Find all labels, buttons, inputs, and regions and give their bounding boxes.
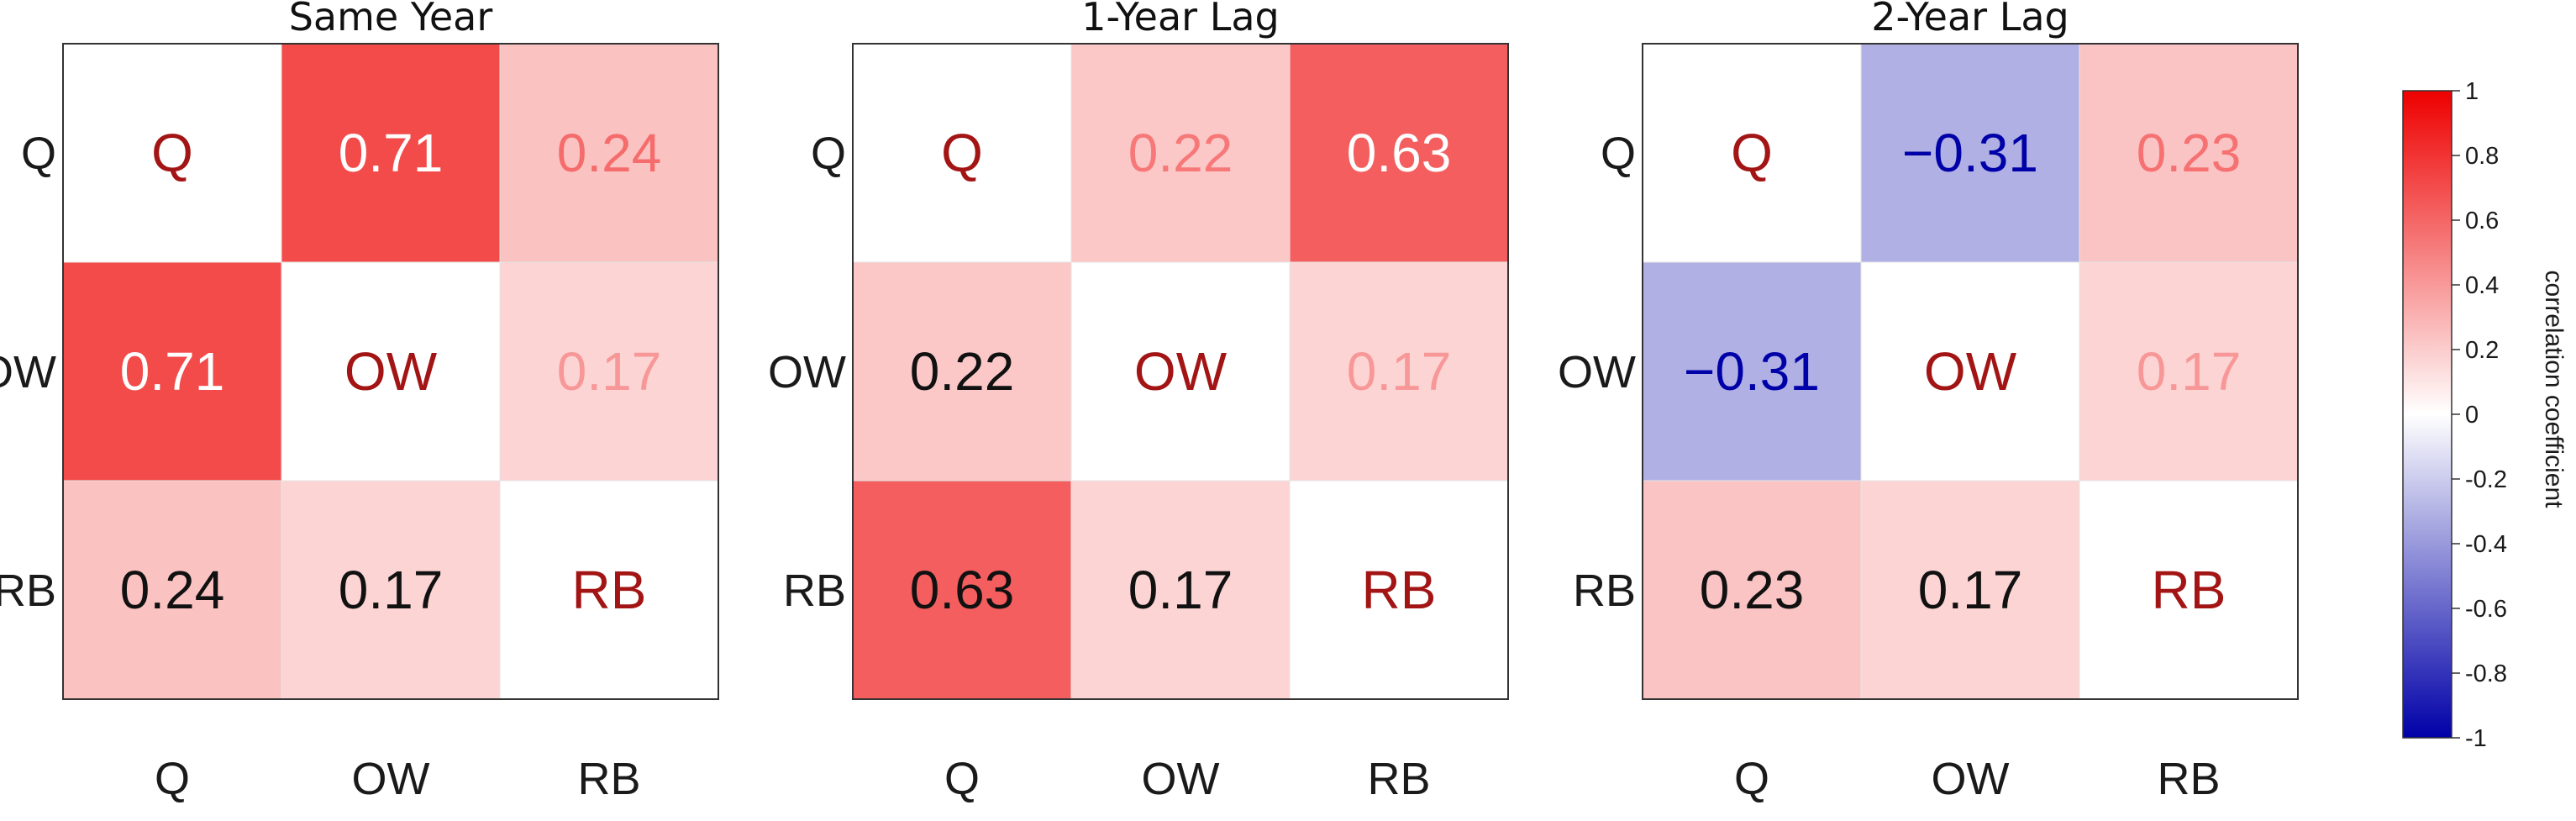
colorbar-tick-label: 0.6 (2465, 208, 2499, 234)
cell-value-label: RB (1362, 560, 1437, 620)
heatmap-cell (62, 43, 282, 263)
cell-value-label: 0.24 (120, 560, 225, 620)
heatmap-cell (852, 480, 1072, 700)
colorbar-tick-label: 0.8 (2465, 143, 2499, 170)
heatmap-panel-3: 2-Year Lag Q −0.31 0.23 −0.31 OW 0.17 0.23 0.17 R… (1558, 0, 2299, 804)
colorbar-label: correlation coefficient (2540, 271, 2568, 509)
heatmap-cell (1860, 43, 2080, 263)
heatmap-cell (1642, 480, 1862, 700)
cell-value-label: OW (1924, 341, 2017, 402)
heatmap-cell (1289, 480, 1509, 700)
heatmap-cell (1070, 480, 1291, 700)
column-label: Q (1734, 754, 1769, 804)
heatmap-cell (1070, 43, 1291, 263)
heatmap-cell (499, 261, 719, 482)
column-label: RB (2157, 754, 2220, 804)
heatmap-cell (1860, 480, 2080, 700)
column-label: RB (577, 754, 640, 804)
row-label: OW (768, 347, 846, 397)
cell-value-label: Q (151, 123, 193, 183)
cell-value-label: −0.31 (1902, 123, 2038, 183)
cell-value-label: OW (1134, 341, 1228, 402)
cell-value-label: 0.24 (557, 123, 662, 183)
cell-value-label: 0.71 (339, 123, 444, 183)
colorbar-tick-label: -1 (2465, 725, 2487, 752)
panel-title: 1-Year Lag (1081, 0, 1279, 39)
heatmap-cell (1289, 43, 1509, 263)
heatmap-cell (281, 261, 501, 482)
column-label: OW (1142, 754, 1220, 804)
row-label: RB (783, 566, 846, 616)
heatmap-cell (62, 261, 282, 482)
cell-value-label: 0.22 (1128, 123, 1233, 183)
heatmap-cell (281, 480, 501, 700)
colorbar-tick-label: 0.4 (2465, 272, 2499, 299)
heatmap-cell (62, 480, 282, 700)
heatmap-cell (1289, 261, 1509, 482)
cell-value-label: 0.17 (557, 341, 662, 402)
cell-value-label: 0.17 (2137, 341, 2242, 402)
cell-value-label: 0.23 (1700, 560, 1805, 620)
row-label: Q (21, 129, 56, 179)
heatmap-cell (1860, 261, 2080, 482)
cell-value-label: Q (1731, 123, 1773, 183)
cell-value-label: RB (572, 560, 647, 620)
column-label: OW (352, 754, 430, 804)
cell-value-label: 0.17 (1918, 560, 2023, 620)
cell-value-label: 0.63 (1347, 123, 1452, 183)
cell-value-label: OW (344, 341, 438, 402)
heatmap-frame (62, 43, 719, 700)
cell-value-label: 0.63 (910, 560, 1015, 620)
panel-title: 2-Year Lag (1871, 0, 2069, 39)
heatmap-frame (1642, 43, 2299, 700)
row-label: RB (1573, 566, 1636, 616)
heatmap-cell (1642, 43, 1862, 263)
heatmap-cell (852, 261, 1072, 482)
cell-value-label: RB (2152, 560, 2226, 620)
column-label: OW (1932, 754, 2010, 804)
heatmap-frame (852, 43, 1509, 700)
heatmap-panel-2: 1-Year Lag Q 0.22 0.63 0.22 OW 0.17 0.63 0.17 RB Q… (768, 0, 1509, 804)
cell-value-label: Q (941, 123, 983, 183)
cell-value-label: 0.17 (1128, 560, 1233, 620)
heatmap-cell (2079, 261, 2299, 482)
colorbar-tick-label: 0.2 (2465, 337, 2499, 364)
cell-value-label: 0.71 (120, 341, 225, 402)
cell-value-label: 0.17 (339, 560, 444, 620)
column-label: RB (1367, 754, 1430, 804)
cell-value-label: −0.31 (1684, 341, 1820, 402)
panel-title: Same Year (289, 0, 493, 39)
colorbar-tick-label: -0.6 (2465, 596, 2507, 623)
column-label: Q (155, 754, 190, 804)
heatmap-cell (1070, 261, 1291, 482)
colorbar-tick-label: -0.4 (2465, 531, 2507, 558)
colorbar-tick-label: 1 (2465, 78, 2479, 105)
heatmap-panel-1: Same Year Q 0.71 0.24 0.71 OW 0.17 0.24 0.17 RB Q O… (0, 0, 719, 804)
cell-value-label: 0.17 (1347, 341, 1452, 402)
heatmap-cell (281, 43, 501, 263)
colorbar-tick-label: -0.2 (2465, 466, 2507, 493)
row-label: OW (0, 347, 56, 397)
row-label: Q (811, 129, 846, 179)
row-label: Q (1601, 129, 1636, 179)
heatmap-cell (1642, 261, 1862, 482)
cell-value-label: 0.22 (910, 341, 1015, 402)
row-label: OW (1558, 347, 1636, 397)
heatmap-cell (852, 43, 1072, 263)
colorbar-tick-label: -0.8 (2465, 660, 2507, 687)
colorbar-tick-label: 0 (2465, 402, 2479, 429)
column-label: Q (944, 754, 980, 804)
cell-value-label: 0.23 (2137, 123, 2242, 183)
row-label: RB (0, 566, 56, 616)
heatmap-cell (2079, 43, 2299, 263)
colorbar: 1 0.8 0.6 0.4 0.2 0 -0.2 -0.4 -0.6 -0.8 -1 correlat… (2402, 78, 2568, 752)
colorbar-gradient (2402, 90, 2452, 739)
